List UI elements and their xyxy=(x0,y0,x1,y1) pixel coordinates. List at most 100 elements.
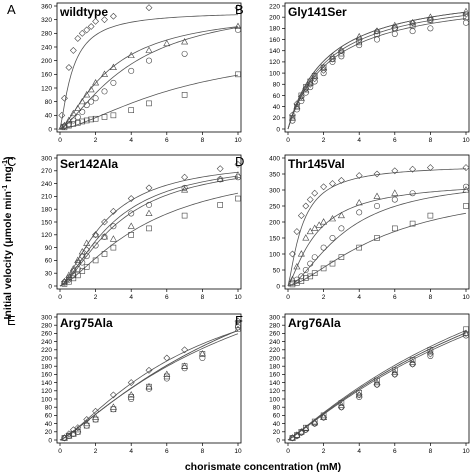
series-diamond xyxy=(58,4,242,130)
data-point-diamond xyxy=(92,231,100,239)
fit-curve-triangle xyxy=(287,332,467,441)
y-tick-label: 140 xyxy=(269,380,280,387)
data-point-square xyxy=(181,212,188,219)
x-tick-label: 8 xyxy=(201,448,205,455)
y-tick-label: 20 xyxy=(273,115,281,122)
panel-title: Arg75Ala xyxy=(60,316,113,330)
data-point-square xyxy=(83,422,90,429)
y-tick-label: 120 xyxy=(269,388,280,395)
y-tick-label: 240 xyxy=(41,181,52,188)
data-point-triangle xyxy=(83,91,91,98)
data-point-square xyxy=(356,390,363,396)
y-tick-label: 100 xyxy=(269,70,280,77)
data-point-square xyxy=(70,431,77,437)
data-point-square xyxy=(463,14,469,20)
y-tick-label: 120 xyxy=(41,85,52,92)
data-point-square xyxy=(181,363,188,370)
y-tick-label: 260 xyxy=(269,331,280,338)
fit-curve-square xyxy=(287,212,467,287)
data-point-square xyxy=(110,112,117,119)
y-axis-label: Initial velocity (μmole min-1 mg-1) xyxy=(2,156,14,319)
x-tick-label: 10 xyxy=(462,448,470,455)
y-tick-label: 240 xyxy=(269,339,280,346)
data-point-diamond xyxy=(426,350,434,358)
fit-curve-circle xyxy=(59,330,239,441)
data-point-circle xyxy=(462,19,469,26)
data-point-circle xyxy=(311,78,318,85)
data-point-square xyxy=(427,17,434,23)
data-point-diamond xyxy=(234,317,242,325)
panel-title: Arg76Ala xyxy=(288,316,341,330)
data-point-square xyxy=(311,73,318,79)
fit-curve-diamond xyxy=(287,168,467,287)
data-point-square xyxy=(61,124,68,131)
data-point-square xyxy=(101,251,108,257)
data-point-triangle xyxy=(320,218,328,225)
y-tick-label: 100 xyxy=(41,396,52,403)
x-tick-label: 10 xyxy=(234,137,242,144)
series-circle xyxy=(287,332,469,441)
data-point-triangle xyxy=(74,256,82,263)
data-point-square xyxy=(79,268,86,274)
data-point-triangle xyxy=(306,227,314,235)
data-point-circle xyxy=(307,260,314,267)
data-point-diamond xyxy=(462,329,470,337)
y-tick-label: 140 xyxy=(269,48,280,55)
data-point-square xyxy=(298,428,305,435)
data-point-square xyxy=(235,322,241,329)
y-tick-label: 40 xyxy=(45,421,53,428)
data-point-square xyxy=(329,260,336,267)
y-tick-label: 60 xyxy=(273,413,281,420)
data-point-square xyxy=(302,424,309,431)
data-point-circle xyxy=(235,26,242,33)
data-point-diamond xyxy=(145,184,153,192)
series-circle xyxy=(287,183,469,287)
data-point-diamond xyxy=(145,4,153,12)
fit-curve-triangle xyxy=(59,175,239,287)
y-tick-label: 240 xyxy=(41,339,52,346)
data-point-square xyxy=(374,235,380,241)
fit-curve-triangle xyxy=(287,188,467,287)
data-point-square xyxy=(463,326,469,333)
y-tick-label: 150 xyxy=(41,219,52,226)
x-tick-label: 6 xyxy=(393,448,397,455)
data-point-diamond xyxy=(145,366,153,374)
data-point-circle xyxy=(217,176,224,183)
data-point-circle xyxy=(338,225,345,232)
data-point-circle xyxy=(409,28,416,35)
y-tick-label: 320 xyxy=(41,17,52,24)
fit-curve-circle xyxy=(287,191,467,287)
data-point-circle xyxy=(181,184,188,191)
data-point-triangle xyxy=(234,22,242,30)
data-point-square xyxy=(289,281,296,288)
data-point-triangle xyxy=(92,79,100,86)
data-point-square xyxy=(66,122,72,129)
data-point-square xyxy=(235,71,241,78)
data-point-triangle xyxy=(145,209,153,216)
data-point-circle xyxy=(373,381,380,388)
x-tick-label: 4 xyxy=(357,137,361,144)
data-point-circle xyxy=(373,203,380,210)
data-point-triangle xyxy=(426,13,434,20)
data-point-diamond xyxy=(101,218,108,226)
data-point-circle xyxy=(427,352,434,359)
x-tick-label: 8 xyxy=(429,294,433,301)
series-square xyxy=(287,14,469,130)
data-point-triangle xyxy=(288,114,296,121)
panel-letter: D xyxy=(235,154,244,169)
data-point-circle xyxy=(110,223,117,230)
x-tick-label: 6 xyxy=(165,294,169,301)
data-point-square xyxy=(463,203,469,209)
x-axis-label: chorismate concentration (mM) xyxy=(185,461,341,473)
fit-curve-square xyxy=(59,74,239,130)
data-point-diamond xyxy=(426,16,434,24)
data-point-circle xyxy=(427,25,434,32)
data-point-triangle xyxy=(320,63,328,70)
data-point-circle xyxy=(391,196,398,203)
data-point-diamond xyxy=(409,165,417,173)
x-tick-label: 2 xyxy=(94,294,98,301)
data-point-square xyxy=(294,279,300,286)
